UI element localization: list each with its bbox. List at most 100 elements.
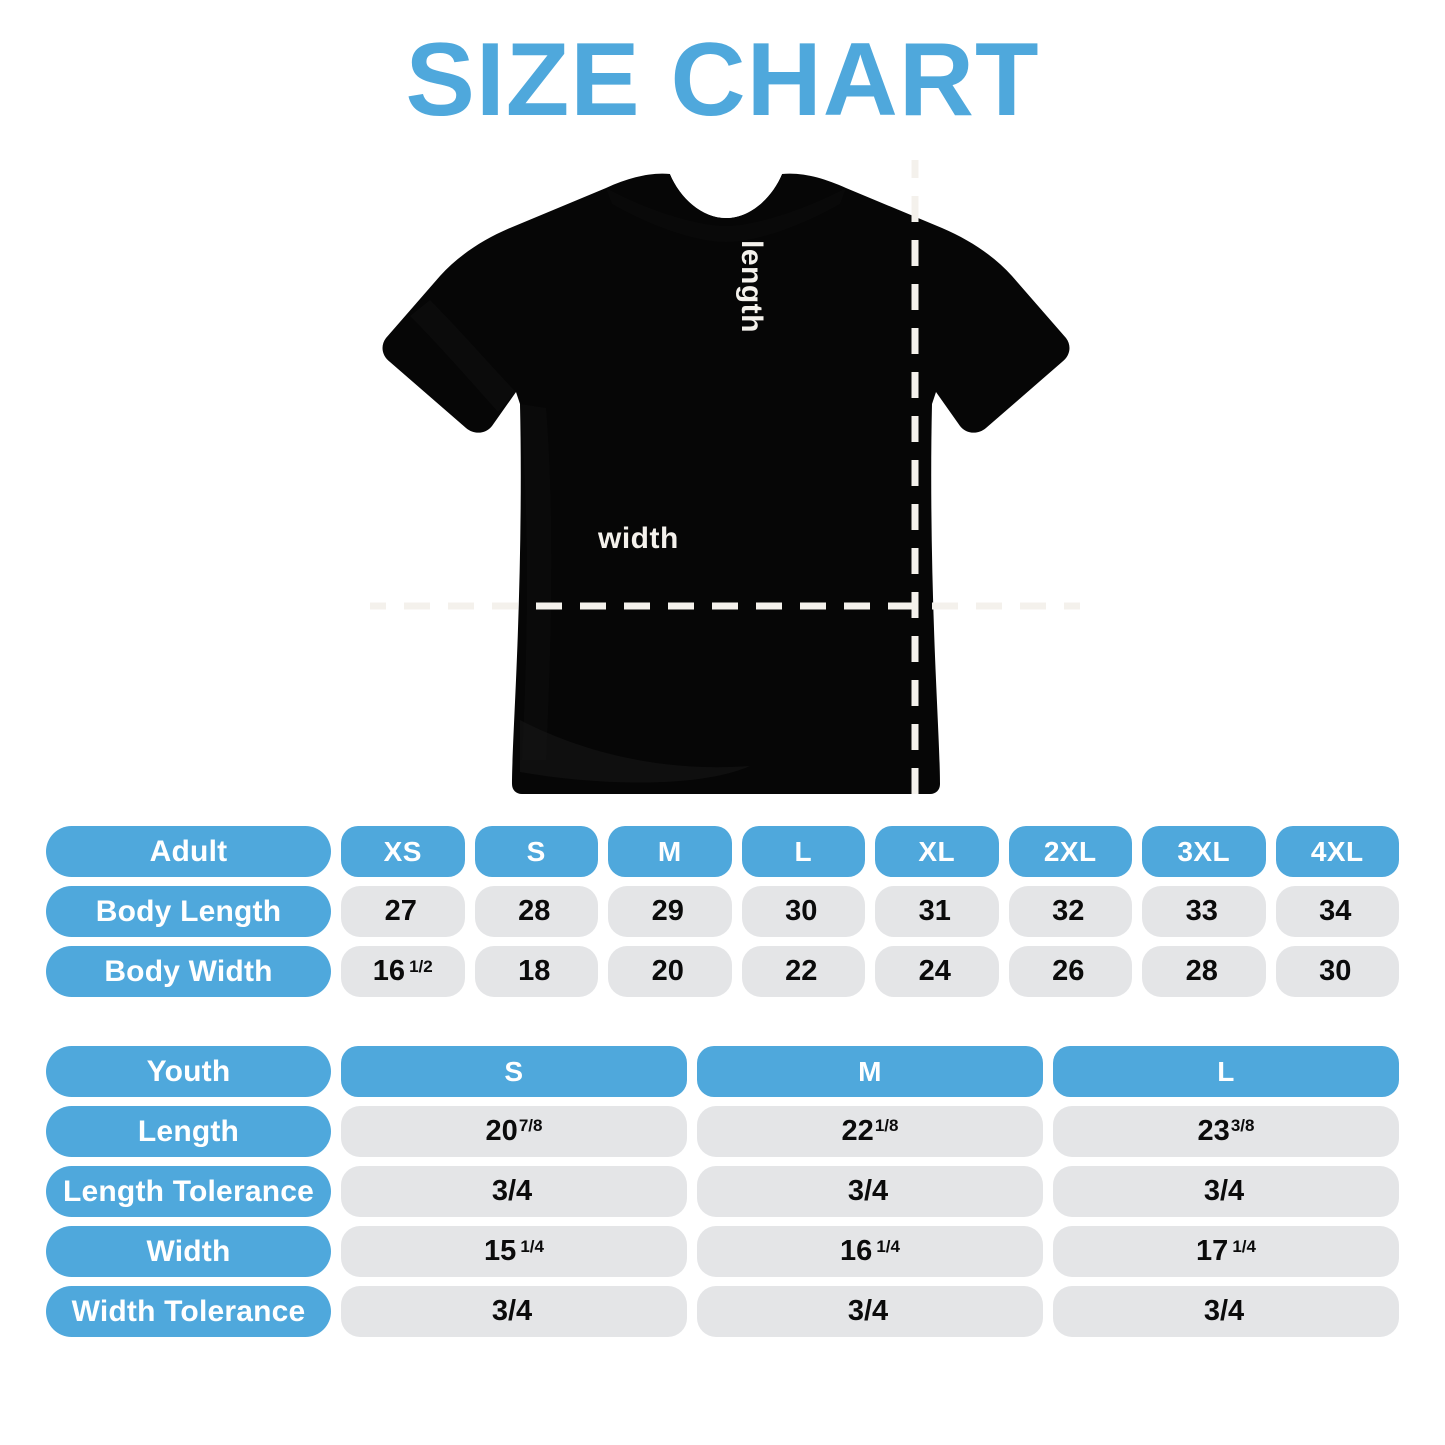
adult-size-header-l[interactable]: L — [741, 826, 865, 877]
adult-row-label-body-length: Body Length — [46, 886, 331, 937]
width-measurement-label: width — [598, 522, 679, 555]
cell-number: 23 — [1197, 1115, 1230, 1147]
adult-body-width-2xl: 26 — [1008, 946, 1132, 997]
cell-number: 20 — [485, 1115, 518, 1147]
tshirt-illustration: width length — [370, 160, 1080, 810]
adult-size-header-xl[interactable]: XL — [875, 826, 999, 877]
adult-body-width-3xl: 28 — [1142, 946, 1266, 997]
adult-body-length-xs: 27 — [341, 886, 465, 937]
adult-row-label-body-width: Body Width — [46, 946, 331, 997]
cell-number: 32 — [1052, 895, 1085, 927]
adult-body-length-s: 28 — [474, 886, 598, 937]
youth-size-header-m[interactable]: M — [697, 1046, 1043, 1097]
adult-size-header-3xl[interactable]: 3XL — [1142, 826, 1266, 877]
adult-body-width-s: 18 — [474, 946, 598, 997]
cell-number: 3/4 — [847, 1175, 889, 1207]
youth-size-table: Youth S M L Length 20 7/8 22 1/8 23 3/8 Len… — [46, 1046, 1399, 1337]
adult-body-width-m: 20 — [608, 946, 732, 997]
adult-size-table: Adult XS S M L XL 2XL 3XL 4XL Body Lengt… — [46, 826, 1399, 997]
adult-body-width-4xl: 30 — [1275, 946, 1399, 997]
youth-row-label-length: Length — [46, 1106, 331, 1157]
table-row: Body Width 16 1/2 18 20 22 24 26 28 30 — [46, 946, 1399, 997]
table-row: Body Length 27 28 29 30 31 32 33 34 — [46, 886, 1399, 937]
cell-number: 34 — [1319, 895, 1352, 927]
tshirt-shading-hem — [520, 720, 750, 783]
adult-body-length-4xl: 34 — [1275, 886, 1399, 937]
cell-number: 3/4 — [491, 1295, 533, 1327]
table-row: Length Tolerance 3/4 3/4 3/4 — [46, 1166, 1399, 1217]
adult-size-header-xs[interactable]: XS — [341, 826, 465, 877]
table-row: Width Tolerance 3/4 3/4 3/4 — [46, 1286, 1399, 1337]
adult-header-row: Adult XS S M L XL 2XL 3XL 4XL — [46, 826, 1399, 877]
tshirt-diagram-svg — [370, 160, 1080, 808]
tshirt-shading-sleeve — [410, 300, 516, 412]
adult-body-length-2xl: 32 — [1008, 886, 1132, 937]
adult-size-header-4xl[interactable]: 4XL — [1275, 826, 1399, 877]
cell-number: 16 — [372, 955, 406, 987]
cell-fraction: 1/4 — [876, 1236, 900, 1256]
cell-number: 3/4 — [1203, 1175, 1245, 1207]
tshirt-shading-left — [520, 404, 552, 760]
cell-number: 20 — [651, 955, 684, 987]
youth-length-l: 23 3/8 — [1053, 1106, 1399, 1157]
youth-row-label-length-tolerance: Length Tolerance — [46, 1166, 331, 1217]
cell-number: 31 — [918, 895, 951, 927]
youth-row-label-width: Width — [46, 1226, 331, 1277]
cell-number: 3/4 — [1203, 1295, 1245, 1327]
youth-size-header-l[interactable]: L — [1053, 1046, 1399, 1097]
youth-width-tolerance-s: 3/4 — [341, 1286, 687, 1337]
page-title: SIZE CHART — [405, 22, 1040, 138]
cell-fraction: 7/8 — [518, 1115, 543, 1135]
cell-number: 28 — [518, 895, 551, 927]
cell-number: 33 — [1185, 895, 1218, 927]
adult-size-header-2xl[interactable]: 2XL — [1008, 826, 1132, 877]
adult-body-length-xl: 31 — [875, 886, 999, 937]
youth-length-tolerance-m: 3/4 — [697, 1166, 1043, 1217]
cell-number: 28 — [1185, 955, 1218, 987]
adult-body-length-l: 30 — [741, 886, 865, 937]
table-row: Width 15 1/4 16 1/4 17 1/4 — [46, 1226, 1399, 1277]
youth-header-row: Youth S M L — [46, 1046, 1399, 1097]
tshirt-silhouette-shape — [382, 173, 1070, 794]
youth-width-m: 16 1/4 — [697, 1226, 1043, 1277]
cell-number: 17 — [1196, 1235, 1229, 1267]
cell-number: 24 — [918, 955, 951, 987]
cell-number: 22 — [841, 1115, 874, 1147]
cell-number: 22 — [785, 955, 818, 987]
cell-number: 30 — [785, 895, 818, 927]
cell-number: 30 — [1319, 955, 1352, 987]
table-row: Length 20 7/8 22 1/8 23 3/8 — [46, 1106, 1399, 1157]
cell-number: 29 — [651, 895, 684, 927]
adult-body-length-3xl: 33 — [1142, 886, 1266, 937]
tshirt-collar-shape — [670, 164, 782, 218]
adult-size-header-m[interactable]: M — [608, 826, 732, 877]
adult-body-width-l: 22 — [741, 946, 865, 997]
adult-body-width-xs: 16 1/2 — [341, 946, 465, 997]
youth-length-m: 22 1/8 — [697, 1106, 1043, 1157]
youth-width-tolerance-l: 3/4 — [1053, 1286, 1399, 1337]
cell-fraction: 1/4 — [1232, 1236, 1256, 1256]
cell-number: 15 — [484, 1235, 517, 1267]
cell-fraction: 1/4 — [520, 1236, 544, 1256]
youth-length-tolerance-s: 3/4 — [341, 1166, 687, 1217]
youth-table-title-cell: Youth — [46, 1046, 331, 1097]
cell-number: 3/4 — [847, 1295, 889, 1327]
cell-number: 16 — [840, 1235, 873, 1267]
youth-width-tolerance-m: 3/4 — [697, 1286, 1043, 1337]
page-header: SIZE CHART — [0, 22, 1445, 138]
youth-size-header-s[interactable]: S — [341, 1046, 687, 1097]
youth-width-l: 17 1/4 — [1053, 1226, 1399, 1277]
length-measurement-label: length — [735, 240, 768, 333]
cell-fraction: 1/8 — [874, 1115, 899, 1135]
adult-size-header-s[interactable]: S — [474, 826, 598, 877]
adult-body-length-m: 29 — [608, 886, 732, 937]
adult-body-width-xl: 24 — [875, 946, 999, 997]
youth-length-s: 20 7/8 — [341, 1106, 687, 1157]
tshirt-shading-shoulder — [606, 188, 846, 242]
cell-number: 27 — [384, 895, 417, 927]
youth-width-s: 15 1/4 — [341, 1226, 687, 1277]
adult-table-title-cell: Adult — [46, 826, 331, 877]
cell-fraction: 3/8 — [1230, 1115, 1255, 1135]
cell-number: 18 — [518, 955, 551, 987]
cell-number: 26 — [1052, 955, 1085, 987]
